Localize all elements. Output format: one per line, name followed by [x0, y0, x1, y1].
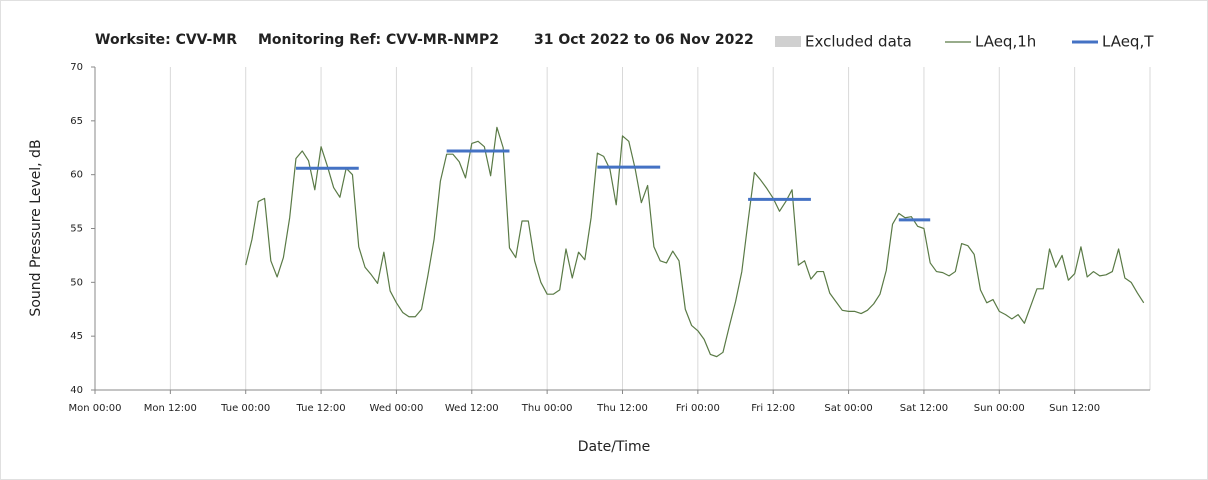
x-axis-label: Date/Time — [578, 439, 650, 455]
x-tick-label: Thu 12:00 — [596, 403, 648, 414]
x-tick-label: Mon 12:00 — [144, 403, 197, 414]
legend-swatch — [775, 36, 801, 47]
x-tick-label: Sun 00:00 — [974, 403, 1025, 414]
y-tick-label: 45 — [70, 331, 83, 342]
y-tick-label: 65 — [70, 116, 83, 127]
x-tick-label: Thu 00:00 — [521, 403, 573, 414]
title-monitoring-ref: Monitoring Ref: CVV-MR-NMP2 — [258, 32, 499, 48]
y-tick-label: 40 — [70, 385, 83, 396]
y-axis-label: Sound Pressure Level, dB — [28, 139, 44, 316]
title-worksite: Worksite: CVV-MR — [95, 32, 237, 48]
x-tick-label: Fri 12:00 — [751, 403, 795, 414]
x-tick-label: Tue 00:00 — [220, 403, 270, 414]
legend-label: LAeq,T — [1102, 33, 1154, 51]
x-tick-label: Sat 00:00 — [824, 403, 872, 414]
series-line — [245, 126, 1145, 358]
x-tick-label: Sun 12:00 — [1049, 403, 1100, 414]
x-tick-label: Sat 12:00 — [900, 403, 948, 414]
y-tick-label: 70 — [70, 62, 83, 73]
y-tick-label: 55 — [70, 224, 83, 235]
legend-label: Excluded data — [805, 33, 912, 51]
x-tick-label: Wed 12:00 — [445, 403, 499, 414]
y-tick-label: 50 — [70, 277, 83, 288]
title-date-range: 31 Oct 2022 to 06 Nov 2022 — [534, 32, 754, 48]
legend-label: LAeq,1h — [975, 33, 1036, 51]
x-tick-label: Mon 00:00 — [68, 403, 121, 414]
x-tick-label: Wed 00:00 — [370, 403, 424, 414]
x-tick-label: Fri 00:00 — [676, 403, 720, 414]
series-line — [295, 149, 931, 222]
x-tick-label: Tue 12:00 — [296, 403, 346, 414]
y-tick-label: 60 — [70, 170, 83, 181]
